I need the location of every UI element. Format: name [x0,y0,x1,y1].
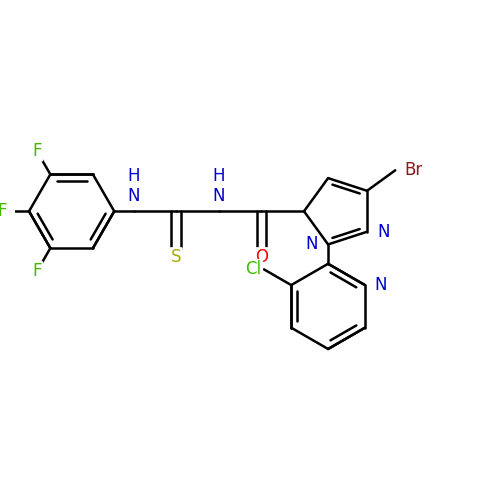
Text: Br: Br [404,162,422,180]
Text: O: O [255,248,268,266]
Text: N: N [305,236,318,254]
Text: H
N: H N [128,166,140,205]
Text: Cl: Cl [246,260,262,278]
Text: N: N [374,276,387,294]
Text: N: N [378,223,390,241]
Text: H
N: H N [212,166,225,205]
Text: F: F [32,142,42,160]
Text: S: S [171,248,181,266]
Text: F: F [32,262,42,280]
Text: F: F [0,202,7,220]
